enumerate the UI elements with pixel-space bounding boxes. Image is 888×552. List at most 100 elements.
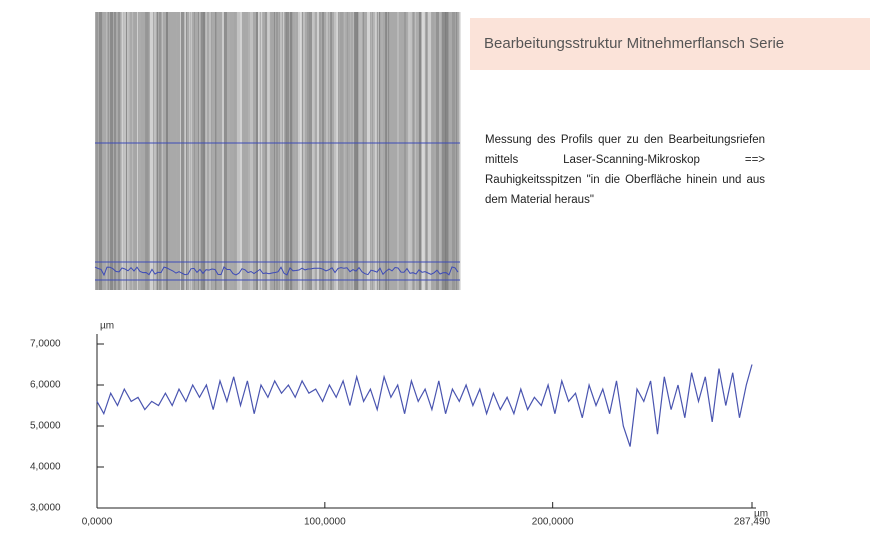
image-stripe xyxy=(203,12,206,290)
image-stripe xyxy=(259,12,260,290)
image-stripe xyxy=(276,12,278,290)
y-unit: µm xyxy=(100,321,114,332)
image-stripe xyxy=(397,12,399,290)
image-stripe xyxy=(240,12,242,290)
image-stripe xyxy=(388,12,389,290)
image-stripe xyxy=(132,12,133,290)
y-tick-label: 6,0000 xyxy=(30,380,61,391)
image-stripe xyxy=(354,12,356,290)
image-stripe xyxy=(283,12,284,290)
image-stripe xyxy=(411,12,412,290)
image-stripe xyxy=(190,12,191,290)
image-stripe xyxy=(377,12,378,290)
image-stripe xyxy=(265,12,268,290)
x-tick-label: 100,0000 xyxy=(304,517,346,528)
image-stripe xyxy=(326,12,328,290)
image-stripe xyxy=(393,12,395,290)
image-stripe xyxy=(157,12,158,290)
image-stripe xyxy=(146,12,149,290)
image-stripe xyxy=(186,12,187,290)
image-stripe xyxy=(456,12,457,290)
image-stripe xyxy=(169,12,170,290)
image-stripe xyxy=(110,12,113,290)
image-stripe xyxy=(234,12,236,290)
image-stripe xyxy=(436,12,439,290)
image-stripe xyxy=(286,12,289,290)
image-stripe xyxy=(271,12,274,290)
image-stripe xyxy=(292,12,293,290)
image-stripe xyxy=(267,12,269,290)
image-stripe xyxy=(118,12,120,290)
image-stripe xyxy=(260,12,261,290)
x-tick-label: 200,0000 xyxy=(532,517,574,528)
image-stripe xyxy=(290,12,292,290)
image-stripe xyxy=(227,12,230,290)
image-stripe xyxy=(124,12,126,290)
image-stripe xyxy=(237,12,240,290)
profile-line xyxy=(96,364,753,447)
image-stripe xyxy=(459,12,461,290)
image-stripe xyxy=(192,12,193,290)
x-tick-label: 287,490 xyxy=(734,517,771,528)
image-stripe xyxy=(359,12,362,290)
image-stripe xyxy=(154,12,156,290)
image-stripe xyxy=(317,12,319,290)
title-box: Bearbeitungsstruktur Mitnehmerflansch Se… xyxy=(470,18,870,70)
image-stripe xyxy=(230,12,233,290)
image-stripe xyxy=(419,12,422,290)
image-stripe xyxy=(338,12,339,290)
image-stripe xyxy=(224,12,227,290)
image-stripe xyxy=(159,12,161,290)
image-stripe xyxy=(128,12,130,290)
image-stripe xyxy=(250,12,253,290)
y-tick-label: 7,0000 xyxy=(30,339,61,350)
x-tick-label: 0,0000 xyxy=(82,517,113,528)
image-stripe xyxy=(262,12,263,290)
image-stripe xyxy=(439,12,441,290)
image-profile xyxy=(94,266,459,277)
image-stripe xyxy=(222,12,224,290)
image-stripe xyxy=(381,12,383,290)
image-stripe xyxy=(96,12,98,290)
image-stripe xyxy=(312,12,315,290)
image-stripe xyxy=(340,12,343,290)
image-stripe xyxy=(334,12,337,290)
image-stripe xyxy=(102,12,103,290)
image-stripe xyxy=(322,12,324,290)
image-stripe xyxy=(300,12,303,290)
image-stripe xyxy=(302,12,303,290)
image-stripe xyxy=(201,12,203,290)
y-tick-label: 4,0000 xyxy=(30,462,61,473)
image-stripe xyxy=(180,12,181,290)
image-stripe xyxy=(422,12,425,290)
image-stripe xyxy=(432,12,434,290)
image-stripe xyxy=(205,12,207,290)
image-stripe xyxy=(303,12,305,290)
image-stripe xyxy=(137,12,138,290)
image-stripe xyxy=(415,12,416,290)
image-stripe xyxy=(416,12,418,290)
image-stripe xyxy=(106,12,107,290)
image-stripe xyxy=(123,12,124,290)
image-stripe xyxy=(428,12,431,290)
image-stripe xyxy=(269,12,270,290)
image-stripe xyxy=(209,12,211,290)
image-stripe xyxy=(114,12,116,290)
image-stripe xyxy=(211,12,212,290)
image-stripe xyxy=(404,12,406,290)
microscope-image xyxy=(94,12,461,290)
image-stripe xyxy=(448,12,449,290)
image-stripe xyxy=(139,12,141,290)
image-stripe xyxy=(181,12,184,290)
image-stripe xyxy=(133,12,134,290)
y-tick-label: 5,0000 xyxy=(30,421,61,432)
image-stripe xyxy=(162,12,163,290)
image-stripe xyxy=(166,12,168,290)
y-tick-label: 3,0000 xyxy=(30,503,61,514)
image-stripe xyxy=(307,12,309,290)
image-stripe xyxy=(216,12,217,290)
image-stripe xyxy=(134,12,137,290)
image-stripe xyxy=(363,12,364,290)
